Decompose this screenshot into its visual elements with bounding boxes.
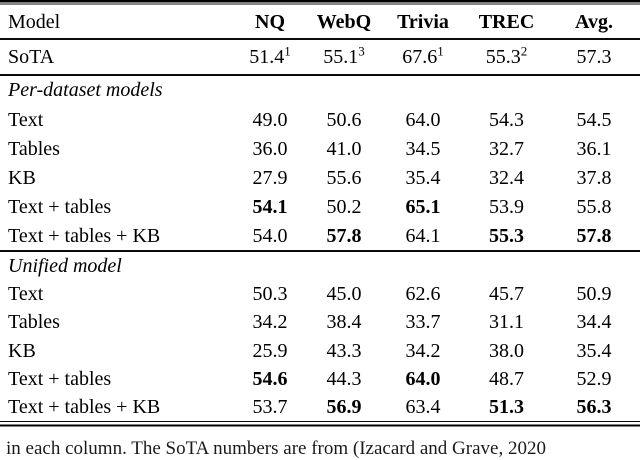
row-label: Tables bbox=[8, 311, 60, 334]
cell: 35.4 bbox=[576, 339, 612, 362]
row-label: Text + tables bbox=[8, 367, 112, 390]
cell: 45.0 bbox=[326, 283, 362, 306]
cell: 53.7 bbox=[252, 396, 288, 419]
cell: 54.5 bbox=[576, 108, 612, 131]
cell: 64.1 bbox=[405, 224, 441, 247]
cell: 38.0 bbox=[489, 339, 524, 362]
cell: 36.1 bbox=[576, 137, 612, 160]
cell: 35.4 bbox=[405, 166, 441, 189]
cell: 54.1 bbox=[252, 195, 288, 218]
cell: 25.9 bbox=[252, 339, 288, 362]
footnote-marker: 2 bbox=[520, 43, 528, 59]
header-rule bbox=[0, 38, 640, 40]
cell: 54.6 bbox=[252, 367, 288, 390]
table-row: Text 49.0 50.6 64.0 54.3 54.5 bbox=[0, 105, 640, 134]
table-row: Text + tables + KB 54.0 57.8 64.1 55.3 5… bbox=[0, 221, 640, 250]
section-header-unified: Unified model bbox=[0, 252, 640, 280]
column-header-model: Model bbox=[8, 10, 61, 33]
cell: 50.3 bbox=[252, 283, 288, 306]
row-label: Text + tables bbox=[8, 195, 112, 218]
header-row: Model NQ WebQ Trivia TREC Avg. bbox=[0, 5, 640, 38]
table-row: KB 27.9 55.6 35.4 32.4 37.8 bbox=[0, 163, 640, 192]
cell: 50.9 bbox=[576, 283, 612, 306]
section-label: Per-dataset models bbox=[8, 79, 163, 101]
row-label: Text + tables + KB bbox=[8, 224, 161, 247]
section-rule bbox=[0, 74, 640, 76]
cell: 31.1 bbox=[489, 311, 524, 334]
cell: 34.2 bbox=[405, 339, 441, 362]
cell: 34.2 bbox=[252, 311, 288, 334]
cell: 56.9 bbox=[326, 396, 362, 419]
cell: 53.9 bbox=[489, 195, 524, 218]
cell: 54.0 bbox=[252, 224, 288, 247]
cell: 67.61 bbox=[402, 43, 444, 68]
cell: 56.3 bbox=[576, 396, 612, 419]
cell: 38.4 bbox=[326, 311, 362, 334]
section-label: Unified model bbox=[8, 254, 122, 277]
cell: 41.0 bbox=[326, 137, 362, 160]
table-row: Tables 36.0 41.0 34.5 32.7 36.1 bbox=[0, 134, 640, 163]
cell: 64.0 bbox=[405, 367, 441, 390]
table-caption-fragment: in each column. The SoTA numbers are fro… bbox=[6, 438, 546, 459]
cell: 55.13 bbox=[323, 43, 365, 68]
cell: 63.4 bbox=[405, 396, 441, 419]
cell: 51.41 bbox=[249, 43, 291, 68]
footnote-marker: 1 bbox=[284, 43, 291, 59]
cell: 48.7 bbox=[489, 367, 524, 390]
table-row: Text + tables 54.6 44.3 64.0 48.7 52.9 bbox=[0, 365, 640, 393]
cell: 62.6 bbox=[405, 283, 441, 306]
row-label: Tables bbox=[8, 137, 60, 160]
cell: 55.8 bbox=[576, 195, 612, 218]
table-row: Text 50.3 45.0 62.6 45.7 50.9 bbox=[0, 280, 640, 308]
cell: 34.5 bbox=[405, 137, 441, 160]
cell: 57.3 bbox=[576, 46, 612, 68]
table-row: Text + tables 54.1 50.2 65.1 53.9 55.8 bbox=[0, 192, 640, 221]
cell: 50.2 bbox=[326, 195, 362, 218]
table-row-sota: SoTA 51.41 55.13 67.61 55.32 57.3 bbox=[0, 40, 640, 74]
footnote-marker: 1 bbox=[437, 43, 444, 59]
footnote-marker: 3 bbox=[358, 43, 365, 59]
cell: 57.8 bbox=[576, 224, 612, 247]
cell: 32.4 bbox=[489, 166, 524, 189]
section-rule bbox=[0, 250, 640, 252]
cell: 55.32 bbox=[485, 43, 528, 68]
cell: 32.7 bbox=[489, 137, 524, 160]
column-header-trec: TREC bbox=[478, 10, 535, 33]
top-double-rule bbox=[0, 0, 640, 5]
cell: 43.3 bbox=[326, 339, 362, 362]
cell: 45.7 bbox=[489, 283, 524, 306]
cell: 55.6 bbox=[326, 166, 362, 189]
cell: 49.0 bbox=[252, 108, 288, 131]
row-label: SoTA bbox=[8, 46, 55, 68]
cell: 65.1 bbox=[405, 195, 441, 218]
cell: 33.7 bbox=[405, 311, 441, 334]
cell: 64.0 bbox=[405, 108, 441, 131]
row-label: KB bbox=[8, 166, 36, 189]
table-row: Text + tables + KB 53.7 56.9 63.4 51.3 5… bbox=[0, 393, 640, 421]
section-header-per-dataset: Per-dataset models bbox=[0, 76, 640, 105]
table-row: KB 25.9 43.3 34.2 38.0 35.4 bbox=[0, 337, 640, 365]
bottom-double-rule bbox=[0, 421, 640, 428]
cell: 50.6 bbox=[326, 108, 362, 131]
cell: 27.9 bbox=[252, 166, 288, 189]
table-row: Tables 34.2 38.4 33.7 31.1 34.4 bbox=[0, 308, 640, 336]
row-label: Text bbox=[8, 108, 44, 131]
column-header-trivia: Trivia bbox=[397, 10, 449, 33]
cell: 54.3 bbox=[489, 108, 524, 131]
cell: 37.8 bbox=[576, 166, 612, 189]
cell: 51.3 bbox=[489, 396, 524, 419]
row-label: Text bbox=[8, 283, 44, 306]
cell: 34.4 bbox=[576, 311, 612, 334]
column-header-avg: Avg. bbox=[575, 10, 613, 33]
column-header-nq: NQ bbox=[255, 10, 285, 33]
row-label: KB bbox=[8, 339, 36, 362]
cell: 55.3 bbox=[489, 224, 524, 247]
row-label: Text + tables + KB bbox=[8, 396, 161, 419]
results-table: Model NQ WebQ Trivia TREC Avg. SoTA 51.4… bbox=[0, 0, 640, 428]
column-header-webq: WebQ bbox=[316, 10, 372, 33]
cell: 57.8 bbox=[326, 224, 362, 247]
cell: 44.3 bbox=[326, 367, 362, 390]
cell: 36.0 bbox=[252, 137, 288, 160]
cell: 52.9 bbox=[576, 367, 612, 390]
